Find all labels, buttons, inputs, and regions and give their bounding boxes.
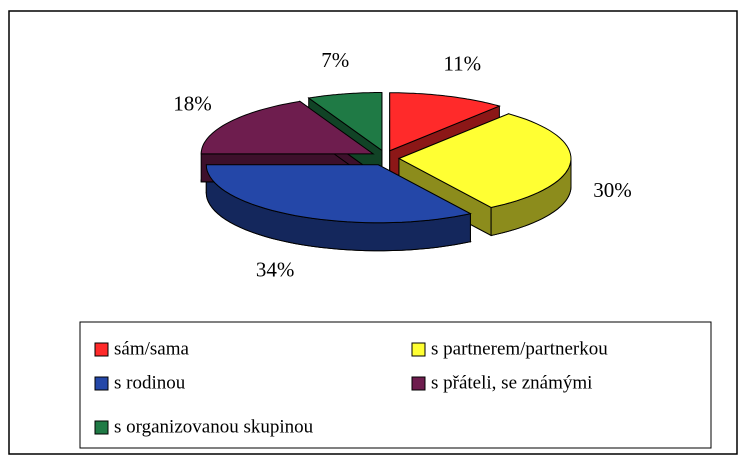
legend-label: s rodinou	[114, 372, 186, 393]
slice	[200, 100, 375, 155]
slice	[397, 113, 572, 209]
legend-label: sám/sama	[114, 338, 189, 359]
data-label: 34%	[256, 258, 295, 282]
legend-swatch	[94, 376, 109, 391]
data-label: 11%	[443, 52, 481, 76]
legend-swatch	[94, 420, 109, 435]
data-label: 30%	[593, 178, 632, 202]
legend-label: s partnerem/partnerkou	[431, 338, 608, 359]
legend-box	[79, 321, 712, 449]
legend-label: s organizovanou skupinou	[114, 416, 314, 437]
legend-label: s přáteli, se známými	[431, 372, 592, 393]
data-label: 7%	[321, 48, 349, 72]
data-label: 18%	[173, 91, 212, 115]
slice	[307, 92, 383, 152]
slice	[389, 92, 501, 152]
legend-swatch	[411, 342, 426, 357]
legend-swatch	[94, 342, 109, 357]
legend-swatch	[411, 376, 426, 391]
slice	[205, 164, 472, 224]
